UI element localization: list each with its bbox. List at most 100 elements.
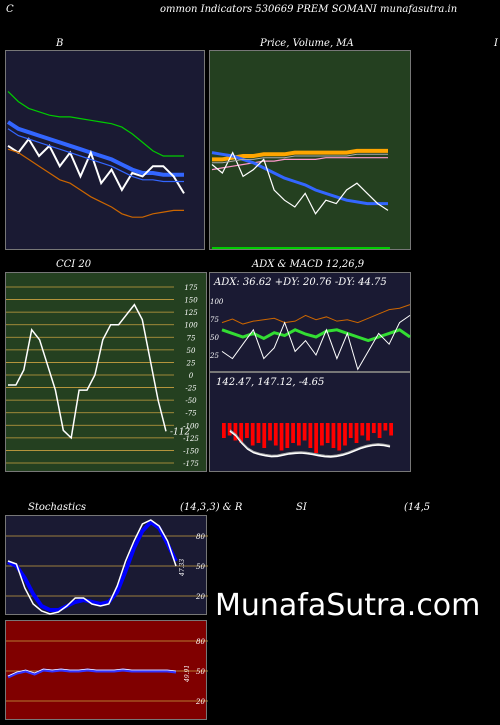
cci-tick-label: 175 [184, 284, 198, 292]
left-letter: C [6, 4, 14, 15]
price-ma-chart [211, 148, 390, 249]
adx-tick-label: 50 [210, 334, 219, 342]
bollinger-chart [6, 90, 185, 218]
macd-histogram-bar [360, 423, 365, 436]
macd-histogram-bar [377, 423, 382, 438]
rsi-params: (14,5 [404, 502, 431, 513]
stoch-k-line [7, 519, 177, 615]
cci-tick-label: -150 [183, 447, 199, 455]
adx-values-label: ADX: 36.62 +DY: 20.76 -DY: 44.75 [214, 277, 387, 288]
bollinger-lower-band [7, 128, 184, 183]
rsi-last-label: 49.91 [184, 665, 191, 683]
macd-histogram-bar [222, 423, 226, 438]
cci-tick-label: -25 [185, 385, 197, 393]
price-line-3 [211, 151, 389, 215]
macd-histogram-bar [245, 423, 249, 438]
rsi-line-thin [7, 668, 177, 677]
chart-title-stoch: Stochastics [28, 502, 86, 513]
macd-histogram-bar [285, 423, 290, 448]
cci-last-label: -112 [170, 427, 190, 437]
macd-histogram-bar [291, 423, 295, 443]
bollinger-line-1 [6, 120, 184, 177]
cci-tick-label: 100 [184, 322, 198, 330]
macd-histogram-bar [371, 423, 376, 433]
stoch-last-label: 47.33 [179, 559, 186, 577]
price-ma-grey [212, 153, 388, 164]
macd-histogram-bar [227, 423, 232, 436]
stoch-tick-label: 20 [195, 593, 205, 601]
macd-histogram-bar [233, 423, 238, 441]
macd-histogram-bar [325, 423, 330, 443]
stochastics-chart: 80 50 20 47.33 [6, 519, 208, 615]
adx-tick-label: 100 [210, 298, 224, 306]
cci-line [8, 303, 167, 440]
stoch-d-line [7, 519, 178, 612]
adx-tick-label: 75 [210, 316, 219, 324]
chart-title-price: Price, Volume, MA [260, 38, 354, 49]
macd-signal-line [229, 429, 391, 457]
price-line-0 [212, 148, 388, 162]
macd-histogram-bar [389, 423, 393, 436]
macd-histogram-bar [256, 423, 261, 443]
macd-histogram-bar [320, 423, 324, 446]
cci-tick-label: 125 [184, 309, 198, 317]
macd-histogram-bar [366, 423, 370, 441]
macd-panel: 142.47, 147.12, -4.65 [209, 372, 411, 472]
cci-tick-label: -100 [183, 422, 199, 430]
macd-histogram-bar [314, 423, 319, 453]
stoch-tick-label: 80 [196, 533, 205, 541]
adx-tick-label: 25 [210, 352, 219, 360]
macd-chart [222, 423, 393, 458]
macd-histogram-bar [354, 423, 359, 443]
watermark: MunafaSutra.com [215, 588, 481, 623]
macd-line [229, 430, 391, 458]
chart-title-adx: ADX & MACD 12,26,9 [252, 259, 365, 270]
adx-panel: 100 75 50 25 ADX: 36.62 +DY: 20.76 -DY: 44.… [209, 272, 411, 372]
rsi-tick-label: 80 [196, 638, 205, 646]
macd-histogram-bar [343, 423, 347, 446]
macd-histogram-bar [279, 423, 284, 451]
adx-line-1 [221, 304, 411, 325]
macd-histogram-bar [268, 423, 272, 441]
stochastics-panel: 80 50 20 47.33 [5, 515, 208, 615]
macd-histogram-bar [331, 423, 336, 448]
rsi-tick-label: 50 [196, 668, 205, 676]
chart-title-bollinger: B [56, 38, 64, 49]
macd-histogram-bar [273, 423, 278, 446]
macd-histogram-bar [348, 423, 353, 438]
macd-histogram-bar [296, 423, 301, 446]
cci-tick-label: -75 [185, 410, 197, 418]
cci-tick-label: 150 [184, 297, 198, 305]
macd-histogram-bar [308, 423, 313, 448]
rsi-chart: 80 50 20 49.91 [6, 638, 208, 706]
macd-values-label: 142.47, 147.12, -4.65 [216, 377, 325, 388]
price-ma-panel [209, 50, 411, 250]
bollinger-line-0 [7, 90, 184, 157]
adx-line-0 [221, 328, 411, 343]
bollinger-panel [5, 50, 205, 250]
rsi-panel: 80 50 20 49.91 [5, 620, 208, 720]
cci-tick-label: 25 [186, 359, 196, 367]
price-line-1 [211, 157, 388, 171]
bollinger-line-2 [7, 137, 185, 194]
macd-histogram-bar [337, 423, 342, 451]
macd-histogram-bar [383, 423, 388, 431]
macd-histogram-bar [239, 423, 244, 443]
cci-tick-label: 50 [187, 347, 196, 355]
macd-histogram-bar [250, 423, 255, 446]
rsi-tick-label: 20 [195, 698, 205, 706]
chart-title-cci: CCI 20 [56, 259, 92, 270]
chart-title-rsi: SI [296, 502, 307, 513]
cci-tick-label: -50 [185, 397, 197, 405]
cci-chart: 175 150 125 100 75 50 25 0 -25 -50 -75 -100 -125 -150… [6, 284, 199, 468]
bollinger-line-3 [7, 148, 184, 218]
page-title: ommon Indicators 530669 PREM SOMANI muna… [160, 4, 458, 15]
cci-tick-label: 75 [187, 334, 196, 342]
right-letter: I [494, 38, 498, 49]
stoch-tick-label: 50 [196, 563, 205, 571]
adx-line-2 [221, 314, 411, 371]
macd-histogram-bar [302, 423, 307, 441]
cci-tick-label: -125 [183, 435, 199, 443]
price-line-2 [211, 151, 388, 206]
cci-tick-label: -175 [183, 460, 199, 468]
